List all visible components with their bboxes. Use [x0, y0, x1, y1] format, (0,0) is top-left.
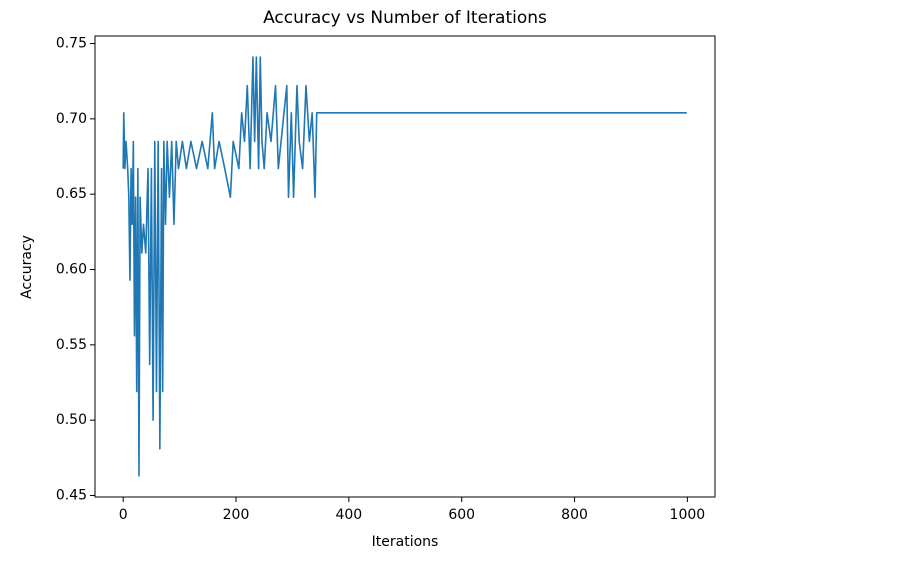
y-axis-label: Accuracy — [19, 235, 35, 299]
data-line — [122, 56, 687, 477]
x-tick-label: 200 — [223, 507, 250, 523]
x-tick-label: 0 — [119, 507, 128, 523]
y-tick-label: 0.75 — [56, 36, 87, 52]
chart-title: Accuracy vs Number of Iterations — [263, 8, 547, 28]
x-tick-label: 800 — [561, 507, 588, 523]
y-tick-label: 0.45 — [56, 487, 87, 503]
x-tick-label: 600 — [448, 507, 475, 523]
y-tick-label: 0.60 — [56, 262, 87, 278]
x-tick-label: 1000 — [670, 507, 706, 523]
y-tick-label: 0.70 — [56, 111, 87, 127]
y-tick-label: 0.50 — [56, 412, 87, 428]
plot-frame — [94, 35, 716, 498]
x-axis-label: Iterations — [372, 534, 439, 550]
y-tick-label: 0.65 — [56, 186, 87, 202]
y-tick-label: 0.55 — [56, 337, 87, 353]
x-tick-label: 400 — [335, 507, 362, 523]
